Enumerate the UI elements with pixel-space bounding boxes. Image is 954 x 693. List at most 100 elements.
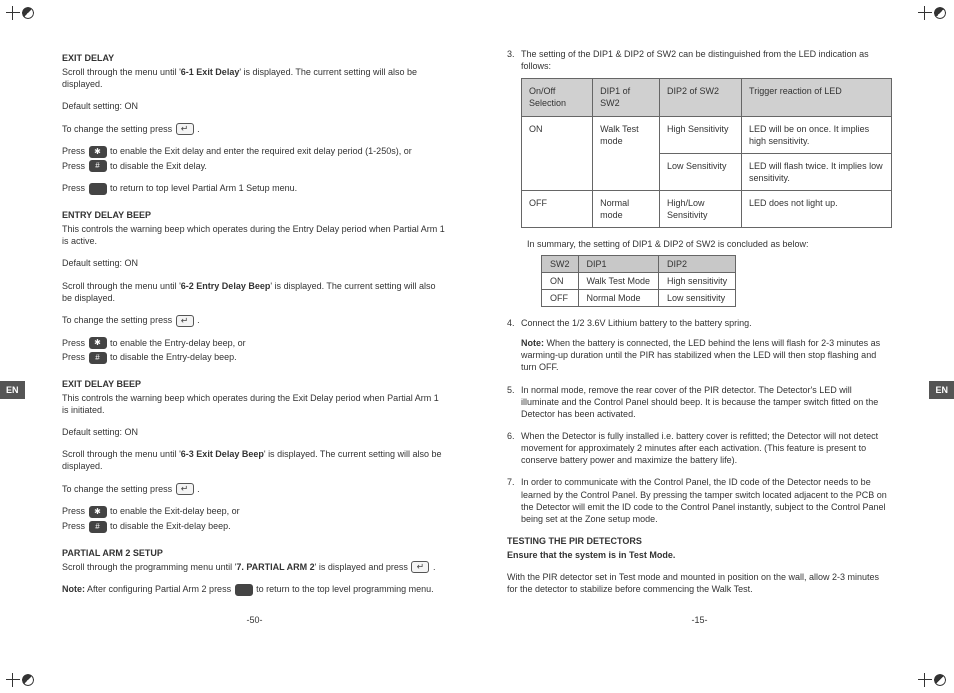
note-label: Note:	[521, 338, 544, 348]
enter-icon	[411, 561, 429, 573]
table-cell: Low Sensitivity	[660, 153, 742, 190]
star-icon	[89, 146, 107, 158]
summary-text: In summary, the setting of DIP1 & DIP2 o…	[527, 238, 892, 250]
step-text: Connect the 1/2 3.6V Lithium battery to …	[521, 318, 752, 328]
text: Press	[62, 352, 88, 362]
note: Note: When the battery is connected, the…	[521, 337, 892, 373]
body-text: Scroll through the programming menu unti…	[62, 561, 447, 574]
text: Scroll through the programming menu unti…	[62, 562, 236, 572]
text: Press	[62, 183, 88, 193]
heading-testing-pir: TESTING THE PIR DETECTORS	[507, 535, 892, 547]
instruction: Press to disable the Exit delay.	[62, 160, 447, 173]
text: Press	[62, 161, 88, 171]
text: Press	[62, 146, 88, 156]
text: To change the setting press	[62, 484, 175, 494]
registration-mark-bl	[6, 673, 20, 687]
step-number: 6.	[507, 430, 515, 442]
registration-mark-br	[918, 673, 932, 687]
language-tab-right: EN	[929, 381, 954, 399]
dip-switch-table: On/Off Selection DIP1 of SW2 DIP2 of SW2…	[521, 78, 892, 228]
table-cell: Walk Test mode	[593, 116, 660, 191]
table-cell: ON	[542, 272, 579, 289]
text: Press	[62, 338, 88, 348]
step-7: 7. In order to communicate with the Cont…	[507, 476, 892, 525]
table-cell: ON	[522, 116, 593, 191]
page-number-left: -50-	[62, 614, 447, 626]
table-cell: LED does not light up.	[742, 191, 892, 228]
hash-icon	[89, 160, 107, 172]
text: to return to the top level programming m…	[256, 584, 434, 594]
table-header: DIP1 of SW2	[593, 79, 660, 116]
table-cell: DIP1	[578, 255, 659, 272]
step-number: 5.	[507, 384, 515, 396]
step-text: In normal mode, remove the rear cover of…	[521, 385, 878, 419]
text: to enable the Entry-delay beep, or	[108, 338, 246, 348]
heading-exit-delay-beep: EXIT DELAY BEEP	[62, 378, 447, 390]
text: To change the setting press	[62, 124, 175, 134]
table-cell: DIP2	[659, 255, 736, 272]
enter-icon	[176, 123, 194, 135]
default-setting: Default setting: ON	[62, 257, 447, 269]
page-left: EXIT DELAY Scroll through the menu until…	[38, 48, 447, 626]
return-icon	[235, 584, 253, 596]
instruction: To change the setting press .	[62, 483, 447, 496]
table-header: DIP2 of SW2	[660, 79, 742, 116]
step-3: 3. The setting of the DIP1 & DIP2 of SW2…	[507, 48, 892, 307]
table-cell: SW2	[542, 255, 579, 272]
menu-ref: 7. PARTIAL ARM 2	[236, 562, 314, 572]
body-text: This controls the warning beep which ope…	[62, 223, 447, 247]
text: Scroll through the menu until '	[62, 67, 181, 77]
table-cell: Low sensitivity	[659, 289, 736, 306]
step-5: 5. In normal mode, remove the rear cover…	[507, 384, 892, 420]
step-text: The setting of the DIP1 & DIP2 of SW2 ca…	[521, 49, 869, 71]
text: Scroll through the menu until '	[62, 281, 181, 291]
table-cell: High Sensitivity	[660, 116, 742, 153]
table-cell: Walk Test Mode	[578, 272, 659, 289]
text: To change the setting press	[62, 315, 175, 325]
text: to disable the Exit-delay beep.	[108, 521, 231, 531]
text: to enable the Exit-delay beep, or	[108, 506, 240, 516]
table-cell: OFF	[542, 289, 579, 306]
star-icon	[89, 337, 107, 349]
text: Scroll through the menu until '	[62, 449, 181, 459]
text: to enable the Exit delay and enter the r…	[108, 146, 412, 156]
menu-ref: 6-2 Entry Delay Beep	[181, 281, 271, 291]
language-tab-left: EN	[0, 381, 25, 399]
body-text: Scroll through the menu until '6-1 Exit …	[62, 66, 447, 90]
enter-icon	[176, 315, 194, 327]
registration-mark-tr	[918, 6, 932, 20]
note: Note: After configuring Partial Arm 2 pr…	[62, 583, 447, 596]
step-text: When the Detector is fully installed i.e…	[521, 431, 878, 465]
table-cell: High/Low Sensitivity	[660, 191, 742, 228]
instruction: Press to enable the Exit delay and enter…	[62, 145, 447, 158]
default-setting: Default setting: ON	[62, 100, 447, 112]
text: Press	[62, 506, 88, 516]
page-number-right: -15-	[507, 614, 892, 626]
text: After configuring Partial Arm 2 press	[85, 584, 234, 594]
instruction: To change the setting press .	[62, 314, 447, 327]
table-header: Trigger reaction of LED	[742, 79, 892, 116]
instruction: Press to disable the Entry-delay beep.	[62, 351, 447, 364]
instruction: Press to enable the Entry-delay beep, or	[62, 337, 447, 350]
body-text: Scroll through the menu until '6-2 Entry…	[62, 280, 447, 304]
star-icon	[89, 506, 107, 518]
menu-ref: 6-3 Exit Delay Beep	[181, 449, 264, 459]
table-cell: LED will be on once. It implies high sen…	[742, 116, 892, 153]
step-number: 7.	[507, 476, 515, 488]
text: When the battery is connected, the LED b…	[521, 338, 880, 372]
instruction: To change the setting press .	[62, 123, 447, 136]
text: Press	[62, 521, 88, 531]
text: to return to top level Partial Arm 1 Set…	[110, 183, 297, 193]
heading-exit-delay: EXIT DELAY	[62, 52, 447, 64]
step-6: 6. When the Detector is fully installed …	[507, 430, 892, 466]
default-setting: Default setting: ON	[62, 426, 447, 438]
hash-icon	[89, 352, 107, 364]
body-text: This controls the warning beep which ope…	[62, 392, 447, 416]
enter-icon	[176, 483, 194, 495]
menu-ref: 6-1 Exit Delay	[181, 67, 240, 77]
table-header: On/Off Selection	[522, 79, 593, 116]
body-text: With the PIR detector set in Test mode a…	[507, 571, 892, 595]
note-label: Note:	[62, 584, 85, 594]
return-icon	[89, 183, 107, 195]
text: to disable the Exit delay.	[108, 161, 207, 171]
